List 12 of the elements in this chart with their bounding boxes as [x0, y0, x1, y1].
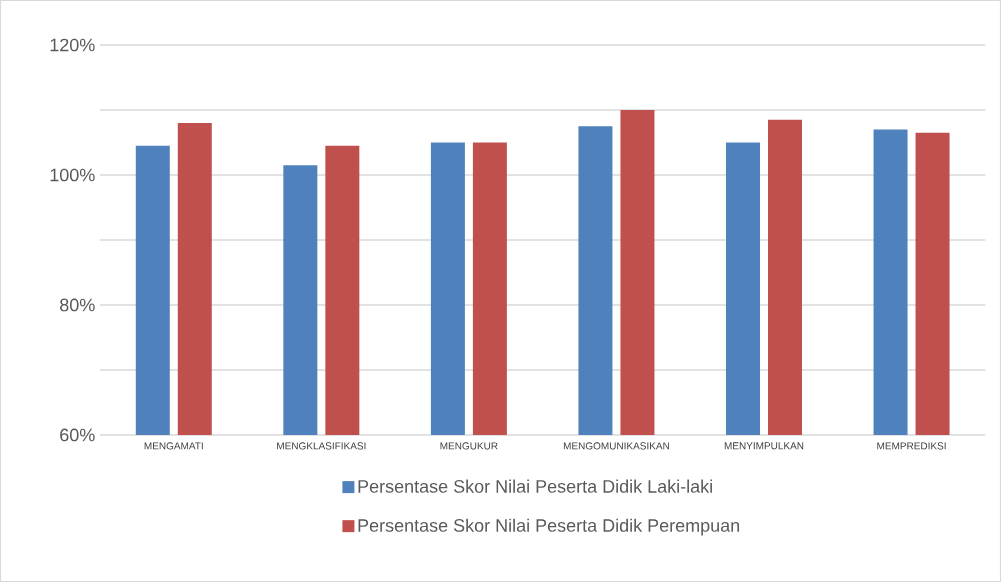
y-tick-label: 120%: [50, 38, 95, 52]
legend-label: Persentase Skor Nilai Peserta Didik Perempuan: [358, 518, 740, 536]
x-tick-label: MENGKLASIFIKASI: [277, 442, 366, 450]
x-tick-label: MENYIMPULKAN: [724, 442, 804, 450]
x-tick-label: MENGAMATI: [144, 442, 203, 450]
y-tick-label: 60%: [60, 428, 95, 442]
x-tick-label: MENGUKUR: [440, 442, 498, 450]
legend-label: Persentase Skor Nilai Peserta Didik Laki-laki: [358, 479, 712, 493]
x-tick-label: MENGOMUNIKASIKAN: [563, 442, 669, 450]
y-tick-label: 80%: [60, 298, 95, 312]
y-tick-label: 100%: [50, 168, 95, 182]
x-tick-label: MEMPREDIKSI: [877, 442, 946, 450]
